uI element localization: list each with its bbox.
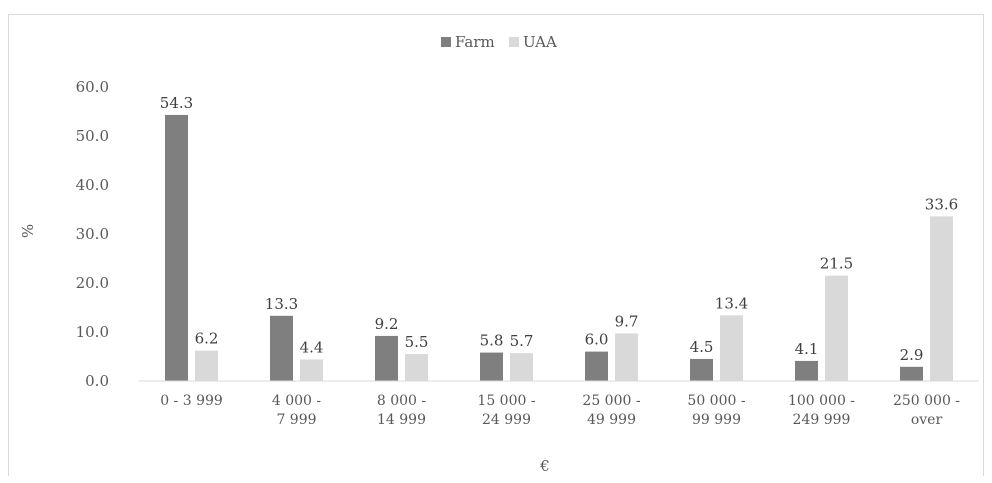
bar-uaa [615, 333, 638, 381]
legend: Farm UAA [441, 33, 557, 51]
x-tick-label: 15 000 - [477, 393, 535, 409]
x-tick-label: over [911, 412, 943, 428]
bar-uaa [300, 359, 323, 381]
legend-swatch-uaa [509, 37, 519, 47]
data-label-uaa: 21.5 [820, 255, 853, 273]
y-tick-label: 60.0 [76, 78, 109, 96]
bar-farm [480, 352, 503, 381]
bar-farm [900, 366, 923, 381]
x-tick-label: 24 999 [482, 412, 531, 428]
bar-farm [690, 358, 713, 381]
data-label-farm: 6.0 [585, 331, 609, 349]
bar-farm [165, 114, 188, 382]
legend-swatch-farm [441, 37, 451, 47]
bar-uaa [195, 350, 218, 381]
x-tick-label: 4 000 - [272, 393, 322, 409]
legend-label-farm: Farm [455, 33, 495, 51]
data-label-farm: 4.1 [795, 340, 819, 358]
data-label-uaa: 5.5 [405, 333, 429, 351]
bar-uaa [930, 216, 953, 381]
x-tick-label: 100 000 - [788, 393, 855, 409]
data-label-uaa: 5.7 [510, 332, 534, 350]
y-tick-label: 20.0 [76, 274, 109, 292]
x-axis-title: € [539, 457, 550, 475]
x-tick-label: 14 999 [377, 412, 426, 428]
bars: 54.3 6.2 13.3 4.4 9.2 5.5 5.8 5.7 6.0 9.7 4.5 13.4 4… [160, 94, 958, 382]
bar-uaa [825, 275, 848, 381]
x-axis: 0 - 3 999 4 000 - 7 999 8 000 - 14 999 15 000… [139, 380, 979, 428]
data-label-uaa: 33.6 [925, 195, 958, 213]
x-tick-label: 0 - 3 999 [160, 393, 223, 409]
y-tick-label: 10.0 [76, 323, 109, 341]
y-tick-label: 30.0 [76, 225, 109, 243]
bar-farm [795, 360, 818, 381]
bar-farm [375, 335, 398, 381]
bar-uaa [405, 354, 428, 381]
bar-farm [270, 315, 293, 381]
bar-farm [585, 351, 608, 381]
data-label-farm: 5.8 [480, 332, 504, 350]
y-tick-label: 50.0 [76, 127, 109, 145]
data-label-uaa: 9.7 [615, 312, 639, 330]
data-label-farm: 13.3 [265, 295, 298, 313]
data-label-farm: 9.2 [375, 315, 399, 333]
data-label-farm: 54.3 [160, 94, 193, 112]
bar-chart: Farm UAA 0.0 10.0 20.0 30.0 40.0 50.0 60.0 54.3… [19, 33, 979, 475]
x-tick-label: 7 999 [276, 412, 316, 428]
bar-uaa [510, 353, 533, 381]
y-axis: 0.0 10.0 20.0 30.0 40.0 50.0 60.0 [76, 78, 109, 390]
y-tick-label: 40.0 [76, 176, 109, 194]
y-tick-label: 0.0 [85, 372, 109, 390]
x-tick-label: 50 000 - [687, 393, 745, 409]
data-label-farm: 4.5 [690, 338, 714, 356]
x-tick-label: 249 999 [793, 412, 851, 428]
x-tick-label: 250 000 - [893, 393, 960, 409]
y-axis-title: % [19, 224, 37, 238]
legend-label-uaa: UAA [523, 33, 557, 51]
x-tick-label: 25 000 - [582, 393, 640, 409]
bar-uaa [720, 315, 743, 381]
data-label-uaa: 13.4 [715, 294, 748, 312]
x-tick-label: 99 999 [692, 412, 741, 428]
x-tick-label: 49 999 [587, 412, 636, 428]
data-label-uaa: 4.4 [300, 338, 324, 356]
chart-frame: Farm UAA 0.0 10.0 20.0 30.0 40.0 50.0 60.0 54.3… [8, 14, 984, 476]
data-label-farm: 2.9 [900, 346, 924, 364]
data-label-uaa: 6.2 [195, 330, 219, 348]
x-tick-label: 8 000 - [377, 393, 427, 409]
